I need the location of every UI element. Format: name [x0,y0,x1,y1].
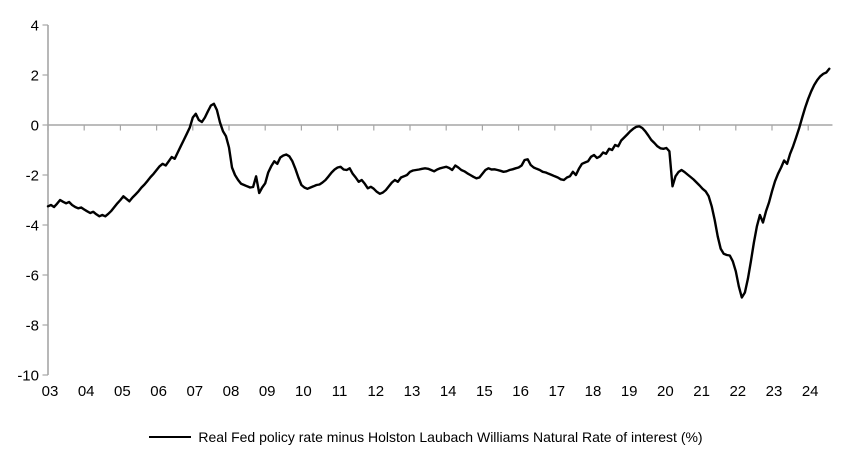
y-tick-label: 0 [31,118,39,135]
x-tick-label: 15 [476,383,493,400]
x-tick-label: 21 [693,383,710,400]
y-tick-label: -6 [26,268,39,285]
x-tick-label: 13 [404,383,421,400]
legend-line-swatch [149,435,192,439]
x-tick-label: 11 [332,383,348,400]
x-tick-label: 20 [657,383,674,400]
x-tick-label: 07 [186,383,203,400]
x-tick-label: 05 [114,383,131,400]
y-tick-label: 4 [31,18,39,35]
x-tick-label: 12 [367,383,384,400]
x-tick-label: 09 [259,383,276,400]
x-tick-label: 22 [729,383,746,400]
x-tick-label: 19 [621,383,638,400]
x-tick-label: 14 [440,383,457,400]
y-tick-label: -10 [17,368,39,385]
y-tick-label: -8 [26,318,39,335]
x-tick-label: 24 [802,383,819,400]
x-tick-label: 04 [78,383,95,400]
x-tick-label: 16 [512,383,529,400]
y-tick-label: -4 [26,218,39,235]
x-tick-label: 10 [295,383,312,400]
x-tick-label: 06 [150,383,167,400]
x-tick-label: 23 [766,383,783,400]
legend: Real Fed policy rate minus Holston Lauba… [0,426,852,448]
x-tick-label: 08 [223,383,240,400]
data-line [46,67,831,299]
y-tick-label: 2 [31,68,39,85]
x-tick-label: 17 [548,383,565,400]
y-tick-label: -2 [26,168,39,185]
legend-label: Real Fed policy rate minus Holston Lauba… [198,429,703,445]
x-tick-label: 18 [585,383,602,400]
x-tick-label: 03 [42,383,59,400]
